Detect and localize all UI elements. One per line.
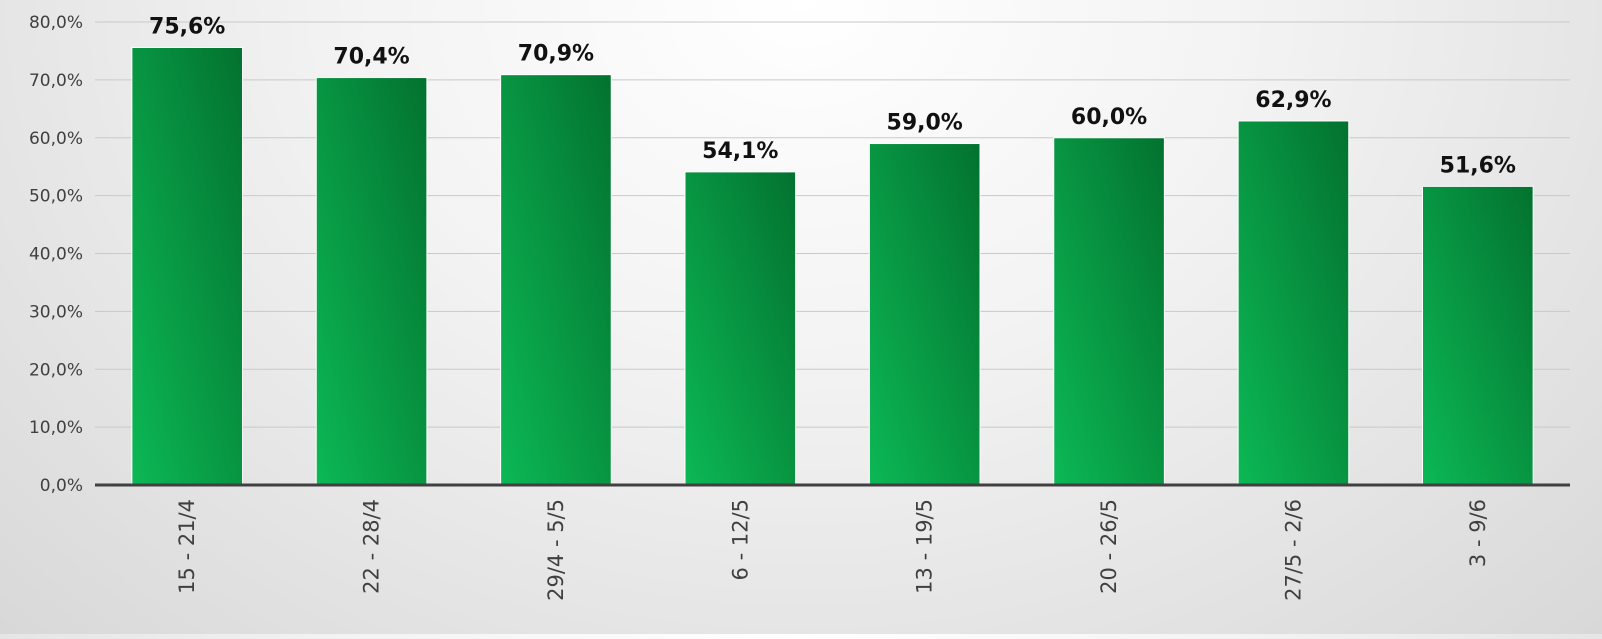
data-label: 59,0%: [887, 111, 963, 136]
data-labels: 75,6% 70,4% 70,9% 54,1% 59,0% 60,0% 62,9% 51,6%: [149, 14, 1516, 178]
data-label: 54,1%: [702, 139, 778, 164]
data-label: 70,9%: [518, 42, 594, 67]
x-category-label: 13 - 19/5: [913, 499, 937, 594]
x-category-label: 27/5 - 2/6: [1281, 499, 1305, 601]
bar: [1237, 120, 1350, 486]
x-category-label: 29/4 - 5/5: [544, 499, 568, 601]
x-category-label: 15 - 21/4: [175, 499, 199, 594]
y-tick-label: 60,0%: [29, 129, 83, 149]
bar: [131, 46, 243, 486]
x-category-label: 6 - 12/5: [728, 499, 752, 580]
x-category-label: 3 - 9/6: [1466, 499, 1490, 567]
data-label: 75,6%: [149, 14, 225, 39]
y-tick-label: 10,0%: [29, 418, 83, 438]
y-tick-label: 50,0%: [29, 187, 83, 207]
y-tick-label: 70,0%: [29, 71, 83, 91]
data-label: 51,6%: [1440, 153, 1516, 178]
y-tick-label: 40,0%: [29, 245, 83, 265]
data-label: 60,0%: [1071, 105, 1147, 130]
y-tick-label: 0,0%: [40, 476, 83, 496]
bar: [1053, 137, 1165, 486]
bar: [315, 77, 428, 486]
bars: [131, 46, 1534, 486]
bar: [500, 74, 612, 486]
bar: [1422, 185, 1534, 486]
data-label: 62,9%: [1255, 88, 1331, 113]
bar: [684, 171, 797, 486]
y-tick-label: 80,0%: [29, 13, 83, 33]
x-axis-category-labels: 15 - 21/4 22 - 28/4 29/4 - 5/5 6 - 12/5 13 -…: [175, 499, 1490, 601]
data-label: 70,4%: [333, 45, 409, 70]
x-category-label: 20 - 26/5: [1097, 499, 1121, 594]
y-tick-label: 20,0%: [29, 360, 83, 380]
bar: [868, 143, 981, 486]
y-tick-label: 30,0%: [29, 302, 83, 322]
x-category-label: 22 - 28/4: [360, 499, 384, 594]
y-axis-tick-labels: 0,0% 10,0% 20,0% 30,0% 40,0% 50,0% 60,0% 70,0% 8…: [29, 13, 83, 496]
